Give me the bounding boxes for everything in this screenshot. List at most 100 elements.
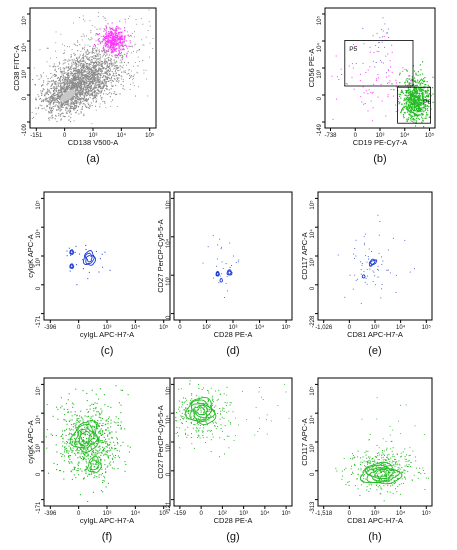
event-dot	[77, 68, 79, 70]
event-dot	[71, 419, 73, 421]
event-dot	[99, 445, 101, 447]
event-dot	[98, 41, 100, 43]
event-dot	[77, 61, 79, 63]
event-dot	[83, 86, 85, 88]
event-dot	[109, 444, 111, 446]
event-dot	[122, 46, 123, 47]
event-dot	[372, 91, 374, 93]
event-dot	[109, 432, 111, 434]
event-dot	[92, 72, 94, 74]
event-dot	[395, 79, 397, 81]
event-dot	[416, 81, 418, 83]
event-dot	[113, 50, 115, 52]
event-dot	[96, 62, 98, 64]
event-dot	[62, 430, 64, 432]
event-dot	[73, 53, 75, 55]
event-dot	[94, 466, 96, 468]
event-dot	[86, 35, 87, 37]
panel-label: (e)	[368, 345, 381, 357]
event-dot	[221, 246, 222, 248]
event-dot	[83, 71, 85, 73]
event-dot	[91, 69, 93, 71]
event-dot	[50, 433, 52, 435]
event-dot	[101, 412, 103, 414]
event-dot	[199, 427, 201, 429]
event-dot	[46, 429, 48, 431]
event-dot	[92, 48, 94, 50]
event-dot	[118, 74, 120, 76]
event-dot	[55, 31, 57, 33]
event-dot	[89, 66, 91, 68]
event-dot	[82, 97, 84, 99]
event-dot	[377, 77, 379, 79]
event-dot	[50, 85, 52, 87]
event-dot	[421, 88, 423, 90]
event-dot	[387, 96, 389, 98]
event-dot	[70, 79, 72, 81]
event-dot	[422, 113, 424, 115]
event-dot	[74, 54, 76, 56]
event-dot	[129, 75, 131, 77]
event-dot	[90, 94, 92, 95]
event-dot	[408, 100, 410, 102]
event-dot	[71, 106, 73, 108]
event-dot	[392, 95, 394, 97]
event-dot	[408, 101, 410, 103]
event-dot	[375, 44, 377, 46]
event-dot	[111, 80, 113, 82]
event-dot	[74, 414, 76, 416]
event-dot	[97, 468, 99, 470]
event-dot	[70, 81, 72, 83]
event-dot	[82, 91, 84, 93]
event-dot	[409, 105, 411, 107]
event-dot	[86, 49, 88, 51]
event-dot	[72, 107, 74, 109]
plot-frame	[317, 191, 433, 321]
event-dot	[421, 111, 423, 113]
event-dot	[75, 63, 77, 65]
event-dot	[66, 443, 68, 445]
event-dot	[118, 27, 120, 29]
event-dot	[425, 100, 427, 102]
event-dot	[45, 91, 47, 93]
event-dot	[73, 63, 75, 65]
event-dot	[412, 96, 414, 98]
event-dot	[58, 107, 60, 109]
event-dot	[118, 38, 120, 40]
event-dot	[366, 275, 368, 277]
event-dot	[108, 42, 110, 44]
event-dot	[136, 71, 138, 73]
event-dot	[411, 78, 414, 80]
event-dot	[61, 92, 63, 94]
event-dot	[33, 116, 35, 118]
event-dot	[90, 470, 92, 472]
event-dot	[90, 441, 92, 443]
event-dot	[120, 45, 122, 47]
event-dot	[106, 46, 108, 48]
event-dot	[115, 39, 117, 41]
event-dot	[416, 92, 418, 94]
event-dot	[111, 33, 113, 35]
event-dot	[197, 422, 199, 423]
event-dot	[368, 258, 370, 260]
event-dot	[419, 101, 421, 103]
event-dot	[60, 84, 62, 86]
event-dot	[71, 59, 73, 61]
event-dot	[58, 97, 60, 99]
event-dot	[72, 97, 74, 99]
event-dot	[98, 425, 100, 427]
event-dot	[46, 100, 48, 102]
event-dot	[97, 68, 99, 70]
event-dot	[397, 101, 399, 103]
event-dot	[409, 92, 411, 94]
event-dot	[114, 31, 116, 33]
event-dot	[89, 408, 91, 410]
event-dot	[101, 452, 103, 454]
event-dot	[100, 81, 102, 83]
event-dot	[63, 60, 65, 62]
event-dot	[88, 76, 90, 78]
event-dot	[76, 57, 78, 59]
event-dot	[86, 455, 88, 457]
event-dot	[68, 75, 70, 77]
event-dot	[369, 264, 371, 266]
